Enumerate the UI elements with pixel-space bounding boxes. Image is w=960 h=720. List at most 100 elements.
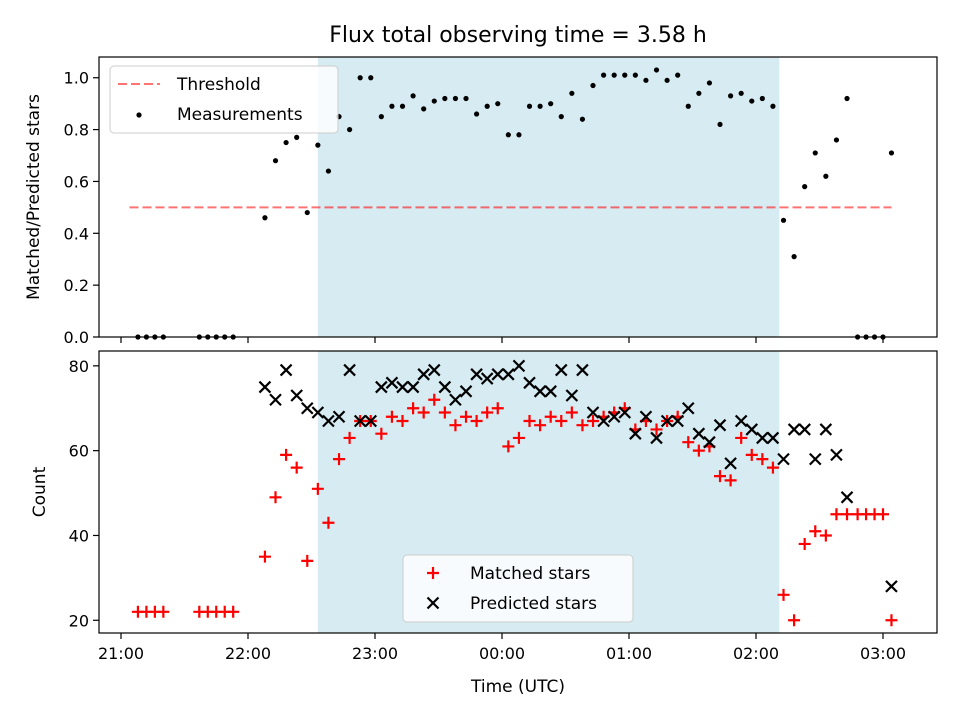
matched-star-point [343, 431, 356, 444]
measurement-point [474, 111, 480, 117]
top-legend: Threshold Measurements [109, 65, 339, 134]
measurement-point [590, 82, 596, 89]
predicted-star-point [745, 423, 759, 436]
bottom-y-ticks: 20 40 60 80 [69, 357, 99, 630]
measurement-point [812, 150, 818, 156]
bottom-x-ticks: 21:00 22:00 23:00 00:00 01:00 02:00 03:00 [98, 633, 906, 663]
x-tick-label: 03:00 [860, 644, 906, 663]
measurement-point [421, 106, 427, 112]
predicted-star-point [639, 410, 653, 424]
measurement-point [738, 90, 744, 96]
measurement-point [526, 103, 533, 109]
predicted-star-point [576, 363, 589, 377]
measurement-point [410, 93, 416, 99]
matched-star-point [714, 470, 727, 483]
measurement-point [294, 134, 300, 140]
bottom-legend-box [402, 554, 634, 623]
legend-threshold-label: Threshold [176, 75, 261, 95]
matched-star-point [333, 453, 346, 466]
measurement-point [463, 95, 469, 102]
x-tick-label: 00:00 [479, 644, 525, 663]
predicted-star-point [544, 385, 557, 398]
measurement-point [780, 217, 787, 223]
predicted-star-point [533, 385, 547, 398]
legend-measurements-swatch [136, 112, 142, 118]
bottom-y-tick-label: 20 [69, 611, 89, 630]
measurement-point [675, 72, 681, 78]
matched-star-point [650, 423, 663, 436]
legend-predicted-swatch [426, 596, 440, 610]
predicted-star-point [512, 359, 526, 373]
x-tick-label: 02:00 [733, 644, 779, 663]
matched-star-point [692, 444, 705, 457]
predicted-star-point [586, 406, 600, 419]
matched-star-point [428, 393, 441, 406]
x-tick-label: 22:00 [225, 644, 271, 663]
measurement-point [505, 132, 511, 138]
measurement-point [325, 168, 332, 174]
predicted-star-point [554, 363, 568, 377]
measurement-point [791, 254, 797, 260]
matched-star-point [735, 431, 748, 444]
x-tick-label: 21:00 [98, 644, 144, 663]
predicted-star-point [502, 368, 515, 381]
matched-star-point [258, 550, 271, 563]
matched-star-point [682, 436, 695, 449]
matched-star-point [375, 427, 388, 440]
measurement-point [484, 103, 490, 109]
matched-star-point [523, 414, 536, 427]
count-points [131, 359, 898, 627]
predicted-star-point [523, 376, 536, 390]
predicted-star-point [364, 414, 378, 428]
predicted-star-point [692, 427, 706, 440]
top-y-axis-label: Matched/Predicted stars [24, 94, 44, 300]
top-y-tick-label: 0.0 [64, 328, 89, 347]
matched-star-point [544, 410, 557, 423]
matched-star-point [565, 406, 578, 419]
measurement-point [664, 77, 670, 83]
top-y-tick-label: 0.6 [64, 172, 89, 191]
predicted-star-point [353, 414, 367, 428]
measurement-point [442, 95, 448, 102]
top-y-tick-label: 1.0 [64, 69, 89, 88]
measurement-point [844, 95, 850, 102]
matched-star-point [819, 529, 832, 542]
bottom-y-tick-label: 40 [69, 526, 89, 545]
top-panel: 0.0 0.2 0.4 0.6 0.8 1.0 Matched/Predicted sta… [24, 56, 938, 347]
predicted-star-point [681, 401, 695, 415]
predicted-star-point [724, 457, 737, 470]
predicted-star-point [427, 363, 441, 377]
chart-title: Flux total observing time = 3.58 h [329, 23, 707, 48]
measurement-point [770, 103, 776, 109]
predicted-star-point [438, 380, 452, 394]
measurement-point [516, 132, 522, 138]
measurement-point [368, 75, 374, 81]
measurement-point [569, 90, 575, 96]
measurement-point [728, 93, 734, 99]
predicted-star-point [311, 406, 325, 419]
measurement-point [823, 173, 829, 179]
predicted-star-point [459, 385, 473, 398]
measurement-point [399, 103, 406, 109]
predicted-star-point [279, 363, 293, 377]
measurement-point [389, 103, 395, 109]
measurement-point [431, 98, 437, 104]
measurement-point [347, 126, 353, 133]
measurement-point [622, 72, 628, 78]
x-tick-label: 01:00 [606, 644, 652, 663]
measurement-point [537, 103, 543, 109]
matched-star-point [555, 414, 568, 427]
matched-star-point [534, 419, 547, 432]
predicted-star-point [808, 452, 822, 466]
predicted-star-point [787, 423, 801, 436]
measurement-point [272, 158, 279, 164]
bottom-y-tick-label: 60 [69, 442, 89, 461]
top-x-ticks [120, 337, 884, 343]
matched-star-point [809, 525, 822, 538]
matched-star-point [438, 406, 451, 419]
measurement-point [283, 139, 289, 146]
matched-star-point [502, 440, 515, 453]
predicted-star-point [798, 423, 811, 436]
measurement-point [632, 72, 638, 78]
matched-star-point [745, 448, 758, 461]
